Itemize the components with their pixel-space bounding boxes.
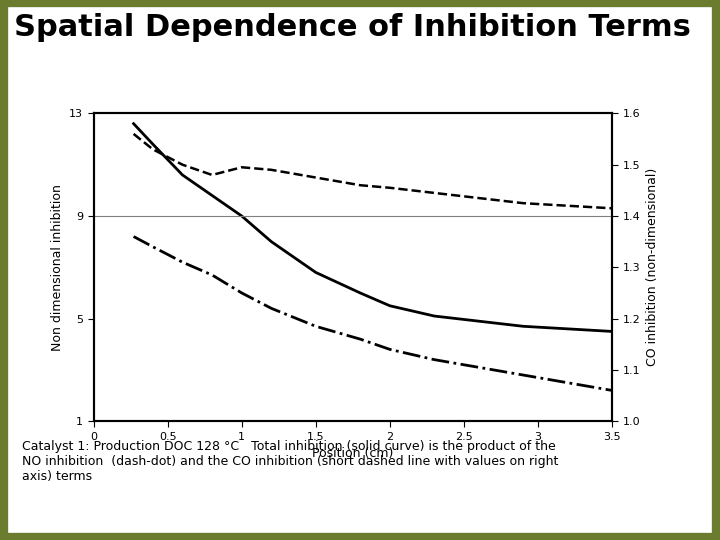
Y-axis label: Non dimensional inhibition: Non dimensional inhibition [50,184,63,351]
Text: Catalyst 1: Production DOC 128 °C   Total inhibition (solid curve) is the produc: Catalyst 1: Production DOC 128 °C Total … [22,440,558,483]
Y-axis label: CO inhibition (non-dimensional): CO inhibition (non-dimensional) [646,168,659,367]
Text: Spatial Dependence of Inhibition Terms: Spatial Dependence of Inhibition Terms [14,14,691,43]
X-axis label: Position (cm): Position (cm) [312,447,394,460]
